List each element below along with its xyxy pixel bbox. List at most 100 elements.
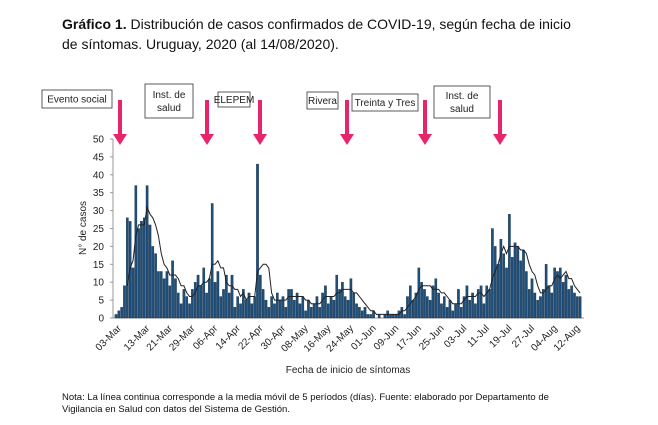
x-tick-label: 19-Jul (487, 323, 514, 350)
bar (236, 296, 239, 319)
bar (451, 310, 455, 319)
bar (542, 289, 545, 319)
bar (165, 271, 169, 319)
bar (358, 307, 361, 319)
bar (434, 278, 438, 319)
x-tick-label: 11-Jul (465, 323, 492, 350)
bar (185, 296, 189, 319)
y-tick-label: 0 (98, 314, 104, 325)
bar (264, 299, 268, 319)
bar (179, 303, 183, 319)
annotation-box (41, 89, 113, 109)
bar (222, 289, 225, 319)
bar (298, 303, 302, 319)
bar (575, 296, 579, 319)
bar (290, 289, 293, 319)
bar (363, 307, 367, 319)
bar (400, 307, 404, 319)
bar (196, 274, 200, 319)
bar (154, 253, 157, 319)
bar (261, 289, 265, 319)
bar (499, 239, 503, 319)
bar (256, 163, 259, 319)
bar (423, 289, 426, 319)
y-tick-label: 25 (93, 224, 105, 235)
bar (530, 278, 534, 319)
annotation-box (351, 93, 419, 112)
bar (137, 228, 140, 319)
bar (332, 299, 336, 319)
bar (488, 289, 491, 319)
bar (145, 185, 149, 319)
bar (225, 274, 228, 319)
bar (510, 256, 514, 319)
y-tick-label: 15 (93, 260, 105, 271)
y-tick-label: 20 (93, 242, 105, 253)
bar (162, 278, 166, 319)
bar (573, 292, 576, 319)
bar (414, 292, 418, 319)
bar (437, 292, 440, 319)
annotation-box (433, 85, 491, 119)
bar (468, 299, 472, 319)
bar (516, 246, 520, 319)
bar (491, 228, 494, 319)
bar (553, 267, 556, 319)
annotation-text: ELEPEM (214, 95, 255, 106)
bar (471, 292, 474, 319)
bar (522, 249, 525, 319)
bar (442, 296, 446, 319)
bar (561, 282, 565, 319)
bar (114, 314, 118, 319)
annotation-text: Evento social (47, 95, 106, 106)
title-block: Gráfico 1. Distribución de casos confirm… (62, 14, 582, 54)
annotation-text: Inst. de (446, 91, 479, 102)
bar (230, 274, 234, 319)
bar (281, 296, 285, 319)
bar (208, 278, 211, 319)
bar (191, 289, 194, 319)
bar (134, 185, 138, 319)
bar (394, 314, 398, 319)
y-tick-label: 30 (93, 206, 105, 217)
bar (533, 292, 537, 319)
bar (403, 314, 406, 319)
annotation-box (217, 91, 251, 108)
bar (417, 267, 421, 319)
bar (369, 314, 372, 319)
y-tick-label: 10 (93, 278, 105, 289)
bar (287, 289, 290, 319)
bar (556, 271, 559, 319)
bar (425, 296, 429, 319)
bar (151, 246, 155, 319)
bar (182, 289, 186, 319)
bar (377, 314, 381, 319)
bar (513, 242, 517, 319)
bar (366, 314, 370, 319)
bar (324, 285, 327, 319)
annotation-arrowhead (113, 134, 127, 145)
bar (343, 296, 347, 319)
bar (440, 303, 443, 319)
bar (431, 285, 435, 319)
bar (564, 274, 568, 319)
bar (479, 285, 483, 319)
bar (462, 296, 466, 319)
bar (355, 303, 358, 319)
bar (474, 303, 477, 319)
bar (318, 307, 322, 319)
bar (559, 267, 562, 319)
bar (176, 292, 180, 319)
bar (547, 285, 551, 319)
bar (142, 217, 146, 319)
bar (148, 224, 152, 319)
bar (338, 289, 341, 319)
note: Nota: La línea continua corresponde a la… (62, 392, 549, 415)
bar (525, 271, 528, 319)
bar (199, 285, 203, 319)
bar (159, 271, 163, 319)
bar (341, 282, 344, 319)
bar (496, 264, 500, 319)
